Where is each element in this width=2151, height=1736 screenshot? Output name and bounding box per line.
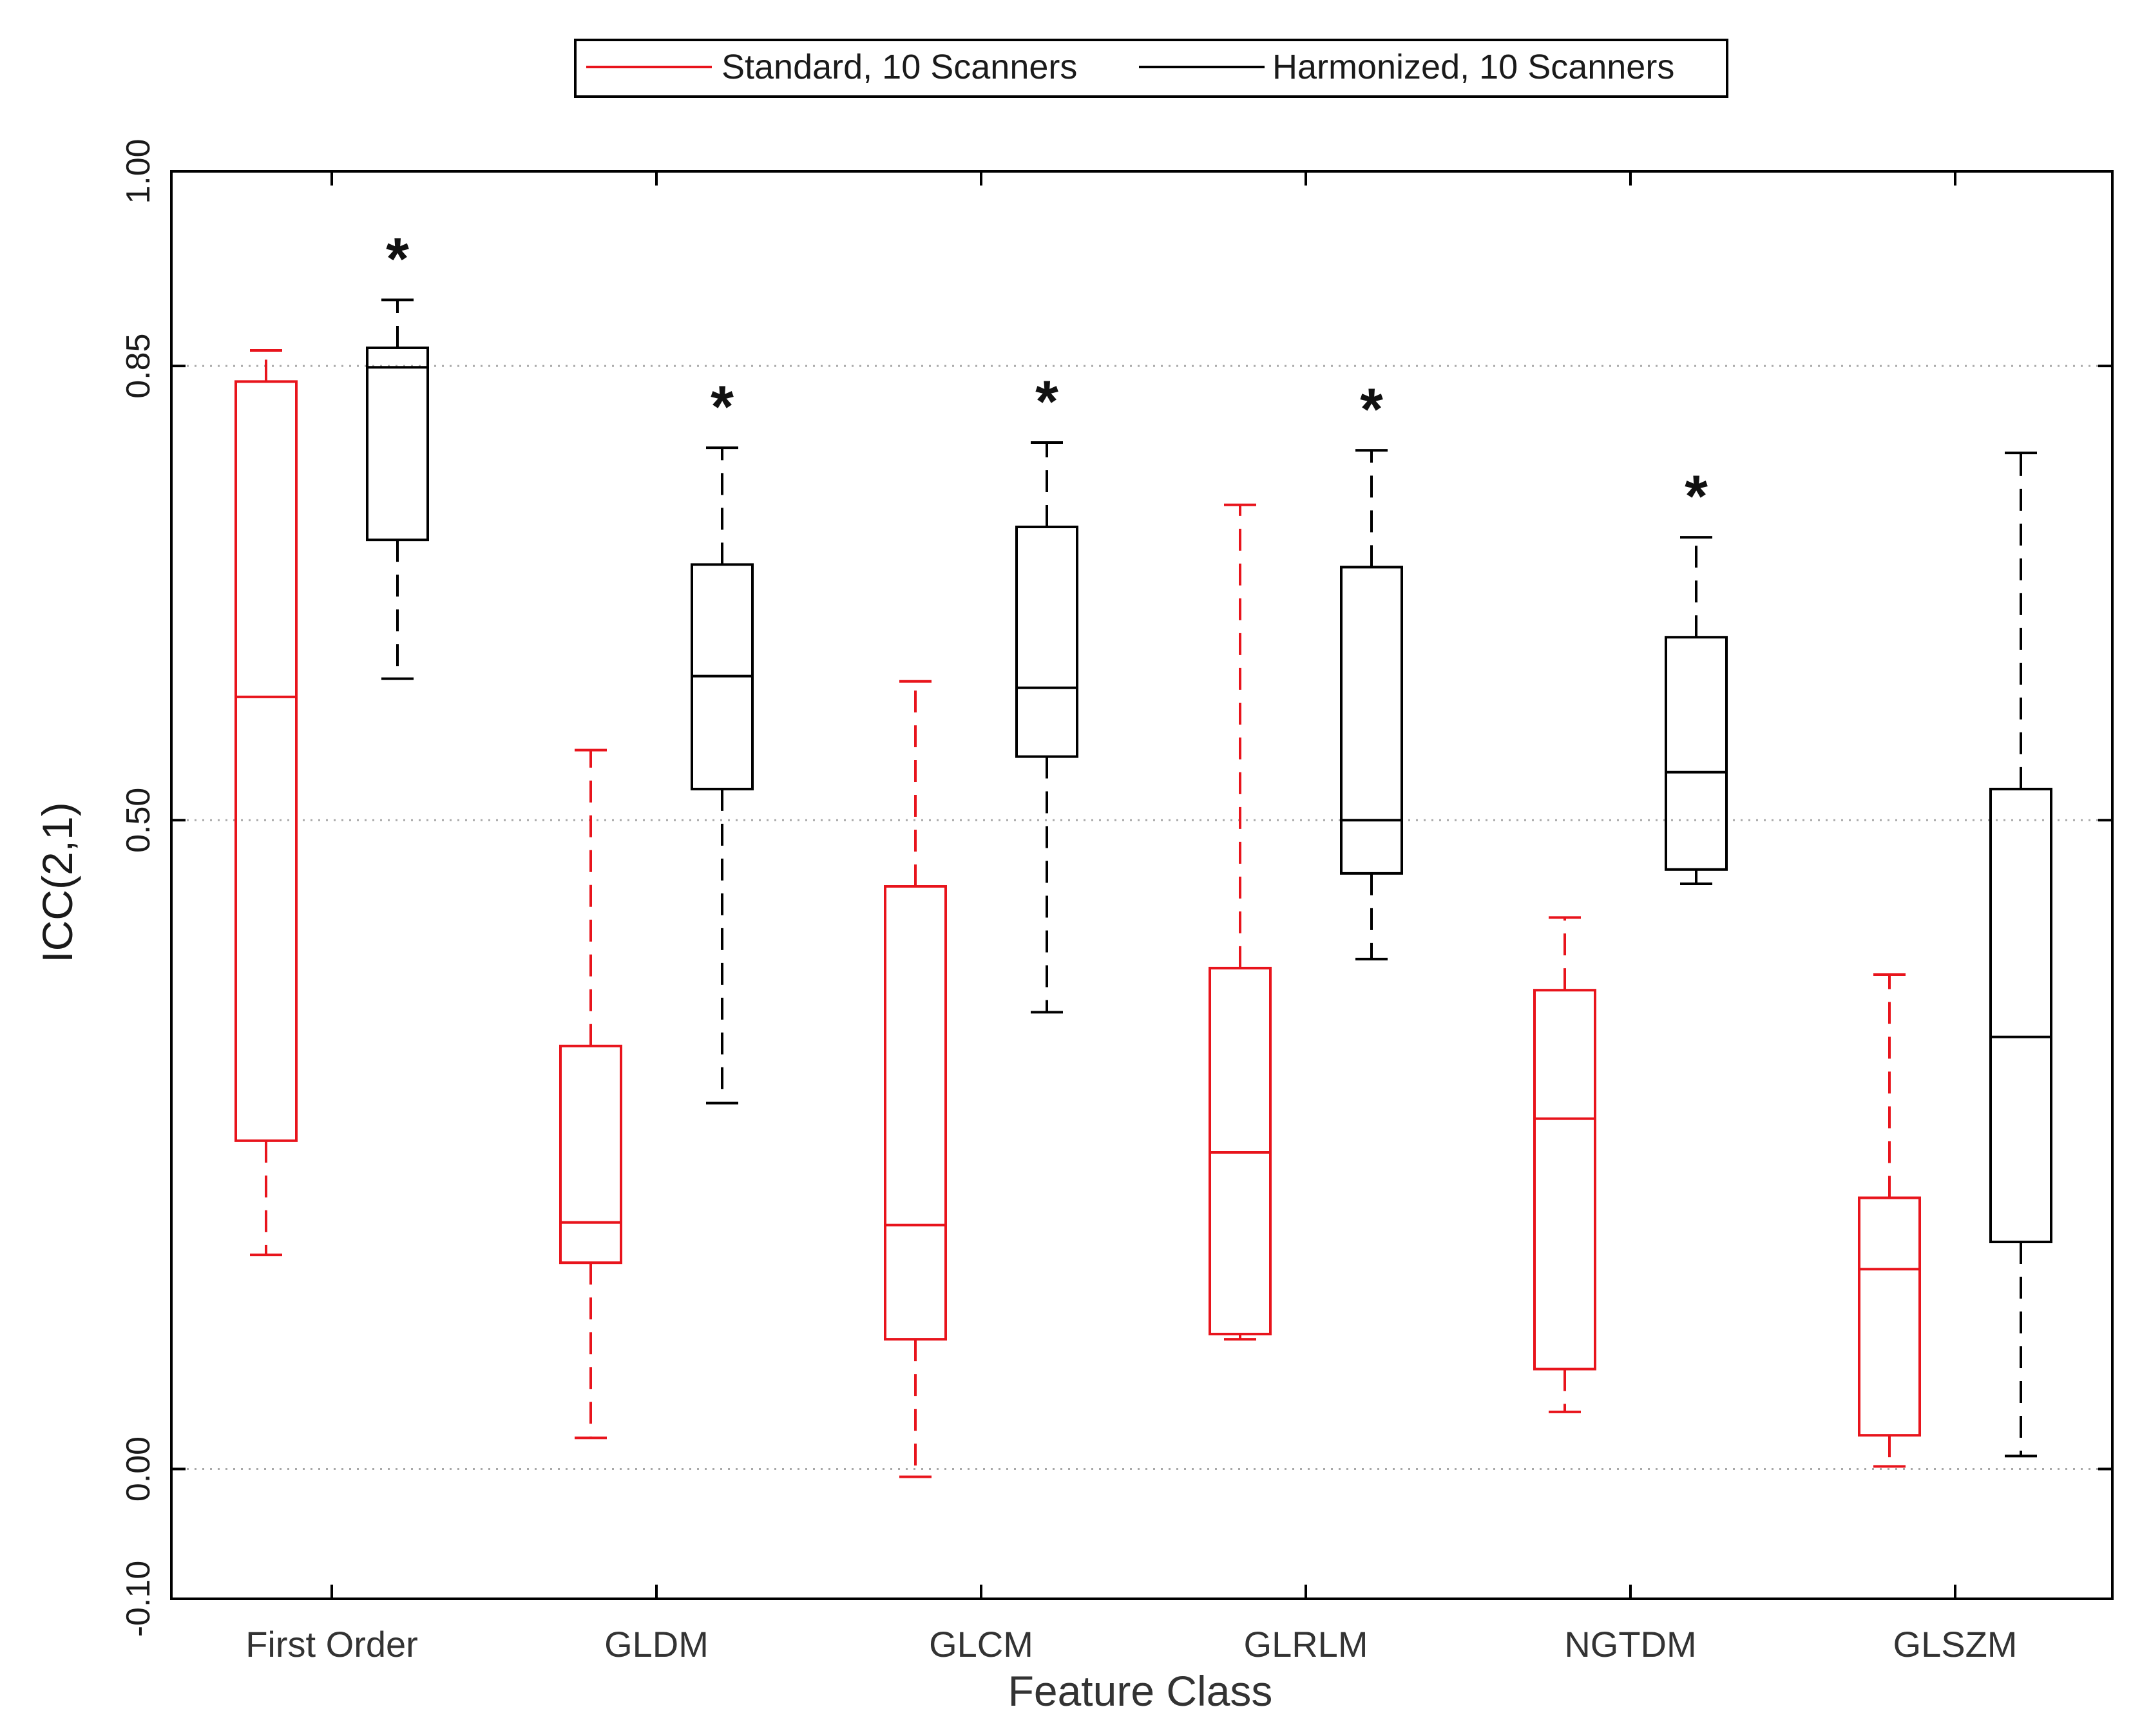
legend-label-harmonized: Harmonized, 10 Scanners	[1272, 48, 1674, 86]
x-tick-label: GLRLM	[1244, 1624, 1368, 1664]
box-standard	[559, 749, 622, 1440]
x-tick-label: GLDM	[604, 1624, 709, 1664]
significance-asterisk: *	[386, 226, 409, 292]
box-standard	[1533, 916, 1596, 1413]
y-axis-label: ICC(2,1)	[33, 802, 81, 962]
legend-label-standard: Standard, 10 Scanners	[722, 48, 1077, 86]
box-harmonized: *	[1665, 464, 1728, 885]
box-standard	[1209, 503, 1272, 1341]
iqr-box	[1533, 989, 1596, 1371]
significance-asterisk: *	[1360, 377, 1383, 443]
iqr-box	[1989, 787, 2052, 1243]
iqr-box	[1209, 966, 1272, 1336]
iqr-box	[1340, 566, 1403, 875]
iqr-box	[1665, 636, 1728, 871]
box-harmonized: *	[1340, 377, 1403, 960]
x-axis-ticks: First Order GLDM GLCM GLRLM NGTDM GLSZM	[245, 171, 2017, 1664]
x-tick-label: NGTDM	[1564, 1624, 1696, 1664]
x-tick-label: First Order	[245, 1624, 418, 1664]
iqr-box	[1858, 1196, 1921, 1437]
y-tick-label: 0.00	[120, 1436, 157, 1502]
iqr-box	[1015, 525, 1078, 758]
box-harmonized	[1989, 452, 2052, 1458]
iqr-box	[559, 1044, 622, 1264]
y-axis-ticks: -0.10 0.00 0.50 0.85 1.00	[120, 138, 2112, 1637]
y-tick-label: 1.00	[120, 138, 157, 204]
box-standard	[884, 680, 947, 1478]
y-tick-label: 0.50	[120, 788, 157, 853]
box-harmonized: *	[1015, 369, 1078, 1014]
box-harmonized: *	[366, 226, 429, 680]
box-standard	[234, 349, 298, 1257]
grid-lines	[171, 365, 2112, 1471]
x-tick-label: GLSZM	[1893, 1624, 2018, 1664]
boxplot-series: * * * * *	[234, 226, 2052, 1478]
significance-asterisk: *	[1685, 464, 1708, 529]
iqr-box	[884, 885, 947, 1341]
x-tick-label: GLCM	[929, 1624, 1033, 1664]
iqr-box	[234, 380, 298, 1142]
plot-frame	[170, 170, 2114, 1600]
box-standard	[1858, 973, 1921, 1468]
y-tick-label: -0.10	[120, 1561, 157, 1637]
iqr-box	[366, 346, 429, 542]
box-harmonized: *	[691, 374, 754, 1105]
legend: Standard, 10 Scanners Harmonized, 10 Sca…	[574, 39, 1728, 98]
significance-asterisk: *	[711, 374, 734, 440]
y-tick-label: 0.85	[120, 334, 157, 399]
significance-asterisk: *	[1035, 369, 1058, 435]
x-axis-label: Feature Class	[1008, 1667, 1273, 1715]
